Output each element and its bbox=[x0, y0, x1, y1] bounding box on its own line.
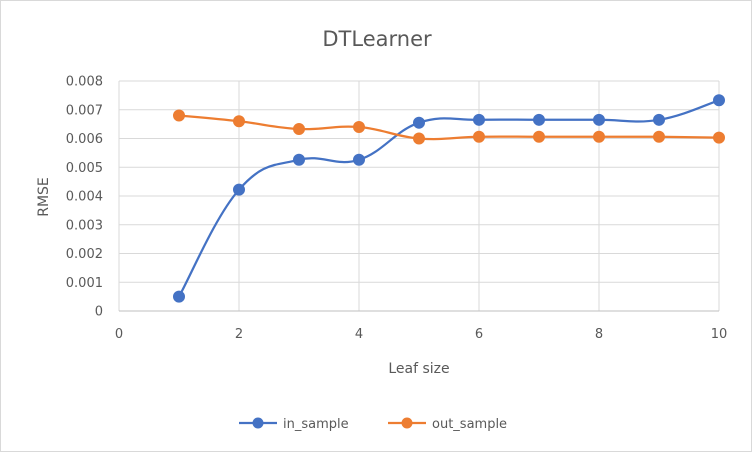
x-tick-label: 8 bbox=[595, 327, 603, 342]
data-point-out_sample bbox=[413, 132, 425, 145]
series-in_sample bbox=[173, 94, 725, 303]
y-tick-label: 0.007 bbox=[66, 103, 103, 118]
y-tick-label: 0.001 bbox=[66, 276, 103, 291]
data-point-out_sample bbox=[473, 130, 485, 143]
series-out_sample bbox=[173, 109, 725, 145]
chart-title: DTLearner bbox=[322, 27, 432, 51]
data-point-in_sample bbox=[233, 183, 245, 196]
x-axis-label: Leaf size bbox=[388, 361, 449, 377]
data-point-in_sample bbox=[353, 153, 365, 166]
x-axis-ticks: 0 2 4 6 8 10 bbox=[115, 327, 727, 342]
data-point-out_sample bbox=[173, 109, 185, 122]
data-point-out_sample bbox=[293, 123, 305, 136]
y-axis-label: RMSE bbox=[36, 177, 52, 217]
legend-label: in_sample bbox=[283, 417, 349, 432]
data-point-in_sample bbox=[593, 113, 605, 126]
y-tick-label: 0.002 bbox=[66, 247, 103, 262]
data-point-out_sample bbox=[353, 121, 365, 133]
y-axis-ticks: 0 0.001 0.002 0.003 0.004 0.005 0.006 0.007 0.00… bbox=[66, 75, 103, 320]
data-point-out_sample bbox=[713, 131, 725, 144]
x-tick-label: 0 bbox=[115, 327, 123, 342]
series-layer bbox=[173, 94, 725, 303]
legend: in_sample out_sample bbox=[239, 417, 507, 432]
y-tick-label: 0.003 bbox=[66, 218, 103, 233]
gridlines bbox=[118, 80, 720, 311]
data-point-in_sample bbox=[713, 94, 725, 107]
data-point-in_sample bbox=[413, 116, 425, 129]
legend-label: out_sample bbox=[432, 417, 507, 432]
x-tick-label: 10 bbox=[711, 327, 728, 342]
data-point-out_sample bbox=[533, 130, 545, 143]
data-point-in_sample bbox=[173, 290, 185, 303]
data-point-in_sample bbox=[293, 153, 305, 166]
x-tick-label: 4 bbox=[355, 327, 363, 342]
y-tick-label: 0 bbox=[95, 305, 103, 320]
data-point-in_sample bbox=[473, 113, 485, 126]
x-tick-label: 6 bbox=[475, 327, 483, 342]
x-tick-label: 2 bbox=[235, 327, 243, 342]
y-tick-label: 0.005 bbox=[66, 161, 103, 176]
legend-marker bbox=[401, 417, 413, 429]
series-line-in_sample bbox=[178, 99, 720, 298]
legend-item-out_sample: out_sample bbox=[388, 417, 507, 432]
legend-marker bbox=[252, 417, 264, 429]
series-line-out_sample bbox=[178, 114, 720, 141]
y-tick-label: 0.008 bbox=[66, 75, 103, 90]
data-point-in_sample bbox=[653, 113, 665, 126]
y-tick-label: 0.006 bbox=[66, 132, 103, 147]
legend-item-in_sample: in_sample bbox=[239, 417, 349, 432]
data-point-out_sample bbox=[653, 130, 665, 143]
data-point-out_sample bbox=[593, 130, 605, 143]
data-point-out_sample bbox=[233, 115, 245, 128]
data-point-in_sample bbox=[533, 113, 545, 126]
y-tick-label: 0.004 bbox=[66, 190, 103, 205]
